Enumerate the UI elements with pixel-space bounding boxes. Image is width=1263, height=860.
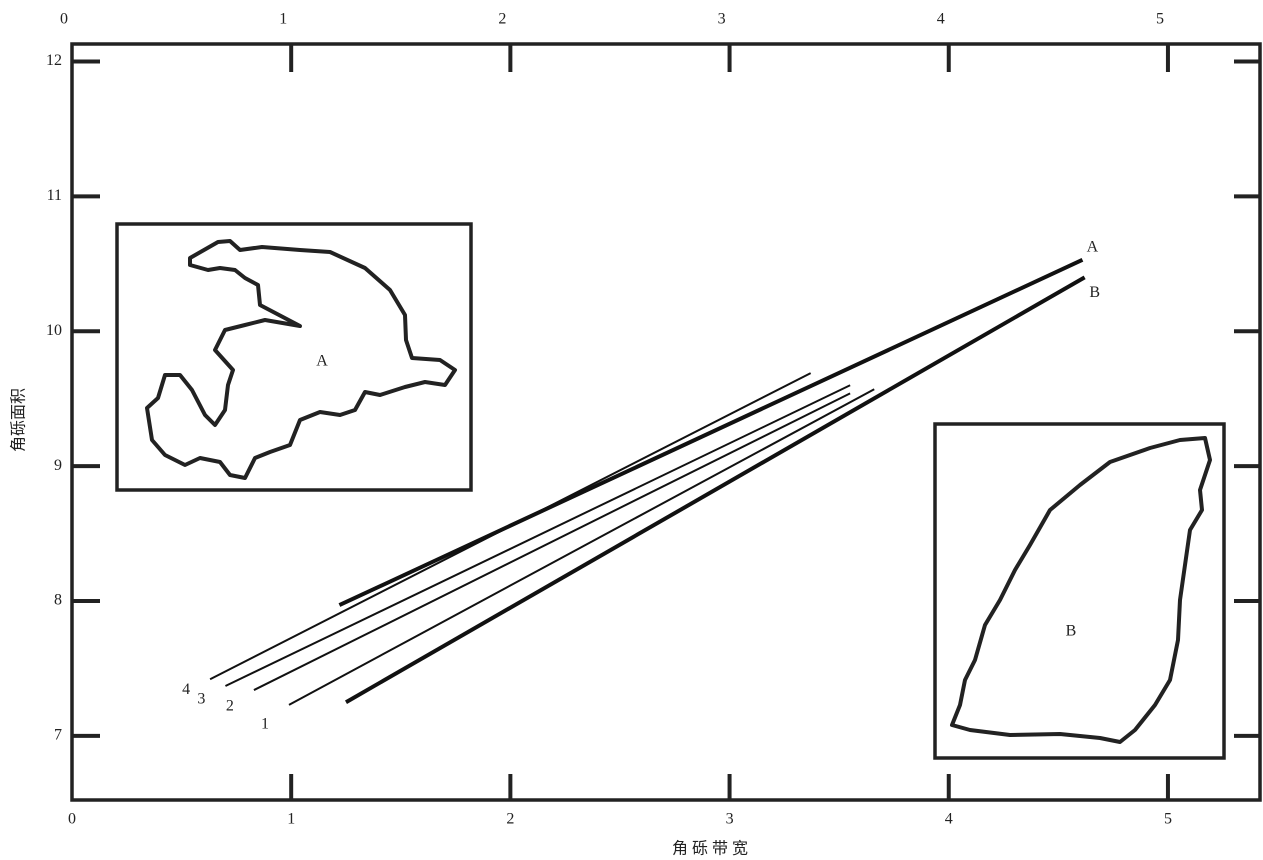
y-tick-label: 11 bbox=[47, 187, 62, 204]
x-tick-label: 3 bbox=[726, 811, 734, 828]
series-label: B bbox=[1089, 284, 1100, 301]
x-top-tick-label: 3 bbox=[718, 11, 726, 28]
inset-label: A bbox=[316, 353, 328, 370]
y-tick-label: 8 bbox=[54, 592, 62, 609]
plot-frame bbox=[72, 44, 1260, 800]
inset-label: B bbox=[1066, 623, 1077, 640]
x-top-tick-label: 2 bbox=[498, 11, 506, 28]
x-tick-label: 5 bbox=[1164, 811, 1172, 828]
y-tick-label: 9 bbox=[54, 457, 62, 474]
series-label: 2 bbox=[226, 698, 234, 715]
series-label: A bbox=[1087, 238, 1099, 255]
y-tick-label: 10 bbox=[46, 322, 62, 339]
x-tick-label: 2 bbox=[506, 811, 514, 828]
y-tick-label: 7 bbox=[54, 727, 62, 744]
series-label: 4 bbox=[182, 681, 190, 698]
x-top-tick-label: 0 bbox=[60, 11, 68, 28]
series-line bbox=[225, 385, 850, 686]
series-line bbox=[289, 389, 874, 705]
x-axis-title: 角 砾 带 宽 bbox=[672, 840, 748, 858]
series-label: 3 bbox=[197, 691, 205, 708]
series-label: 1 bbox=[261, 716, 269, 733]
shape-b bbox=[952, 438, 1210, 742]
x-top-tick-label: 5 bbox=[1156, 11, 1164, 28]
x-top-tick-label: 4 bbox=[937, 11, 945, 28]
x-tick-label: 4 bbox=[945, 811, 953, 828]
series-line bbox=[254, 393, 850, 690]
y-axis-title: 角砾面积 bbox=[10, 388, 28, 452]
x-tick-label: 0 bbox=[68, 811, 76, 828]
x-top-tick-label: 1 bbox=[279, 11, 287, 28]
series-line bbox=[339, 260, 1082, 605]
y-tick-label: 12 bbox=[46, 52, 62, 69]
chart: 角 砾 带 宽 角砾面积 A B 001122334455789101112AB… bbox=[0, 0, 1263, 860]
shape-a bbox=[147, 241, 455, 478]
x-tick-label: 1 bbox=[287, 811, 295, 828]
